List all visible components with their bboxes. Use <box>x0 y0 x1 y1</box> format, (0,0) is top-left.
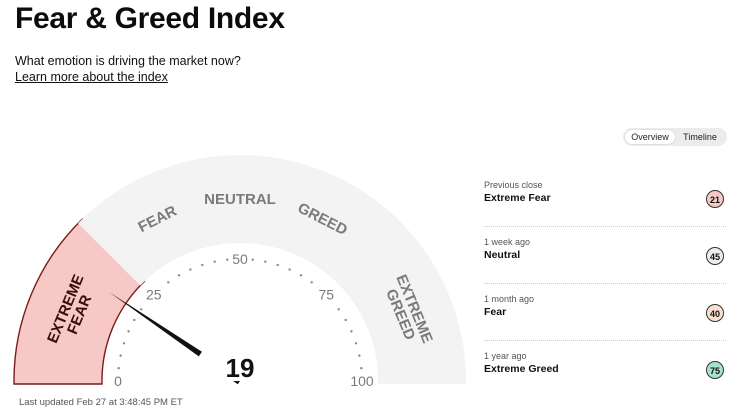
last-updated: Last updated Feb 27 at 3:48:45 PM ET <box>19 397 183 408</box>
gauge-scale-dot <box>201 263 204 267</box>
history-rating: Extreme Greed <box>484 363 559 375</box>
toggle-overview[interactable]: Overview <box>625 130 675 144</box>
gauge-scale-dot <box>226 258 229 261</box>
gauge-scale-dot <box>354 342 358 345</box>
history-item-1-week: 1 week ago Neutral 45 <box>484 227 726 284</box>
gauge-scale-dot <box>140 308 143 311</box>
gauge-scale-dot <box>299 274 303 277</box>
gauge-scale-dot <box>177 274 181 277</box>
history-period: 1 year ago <box>484 351 527 361</box>
gauge-scale-dot <box>350 330 353 333</box>
history-value-badge: 40 <box>706 304 724 322</box>
gauge-scale-dot <box>251 258 254 261</box>
gauge-tick-label: 100 <box>350 373 374 389</box>
history-item-previous-close: Previous close Extreme Fear 21 <box>484 170 726 227</box>
history-value-badge: 45 <box>706 247 724 265</box>
history-rating: Extreme Fear <box>484 192 551 204</box>
learn-more-link[interactable]: Learn more about the index <box>15 70 168 84</box>
history-period: 1 week ago <box>484 237 531 247</box>
gauge-scale-dot <box>358 354 361 357</box>
gauge-scale-dot <box>117 367 120 370</box>
history-period: Previous close <box>484 180 543 190</box>
fear-greed-gauge: EXTREMEFEARFEARNEUTRALGREEDEXTREMEGREED … <box>13 154 467 389</box>
history-value-badge: 21 <box>706 190 724 208</box>
history-rating: Neutral <box>484 249 521 261</box>
history-period: 1 month ago <box>484 294 535 304</box>
gauge-scale-dot <box>276 263 279 267</box>
gauge-tick-label: 50 <box>232 251 248 267</box>
toggle-timeline[interactable]: Timeline <box>683 132 717 142</box>
gauge-value: 19 <box>226 353 255 383</box>
history-item-1-year: 1 year ago Extreme Greed 75 <box>484 341 726 397</box>
gauge-section-neutral <box>201 154 279 246</box>
page-title: Fear & Greed Index <box>15 2 285 35</box>
history-value-badge: 75 <box>706 361 724 379</box>
gauge-scale-dot <box>133 318 136 322</box>
gauge-scale-dot <box>288 268 291 271</box>
gauge-tick-label: 0 <box>114 373 122 389</box>
gauge-scale-dot <box>213 260 216 263</box>
gauge-tick-label: 25 <box>146 287 162 303</box>
gauge-label-neutral: NEUTRAL <box>204 191 276 208</box>
history-item-1-month: 1 month ago Fear 40 <box>484 284 726 341</box>
history-rating: Fear <box>484 306 507 318</box>
history-list: Previous close Extreme Fear 21 1 week ag… <box>484 170 726 397</box>
gauge-center-hub <box>192 333 288 381</box>
gauge-scale-dot <box>189 268 192 271</box>
gauge-scale-dot <box>122 342 126 345</box>
gauge-scale-dot <box>337 308 340 311</box>
page-subtitle: What emotion is driving the market now? <box>15 54 241 68</box>
gauge-tick-label: 75 <box>318 287 334 303</box>
view-toggle: Overview Timeline <box>623 128 727 146</box>
gauge-scale-dot <box>264 260 267 263</box>
gauge-scale-dot <box>119 354 122 357</box>
gauge-scale-dot <box>310 281 313 284</box>
gauge-scale-dot <box>360 367 363 370</box>
gauge-section-extreme-greed <box>335 219 467 384</box>
gauge-scale-dot <box>167 281 170 284</box>
gauge-scale-dot <box>344 318 347 322</box>
gauge-scale-dot <box>127 330 130 333</box>
gauge-section-fear <box>78 157 222 286</box>
